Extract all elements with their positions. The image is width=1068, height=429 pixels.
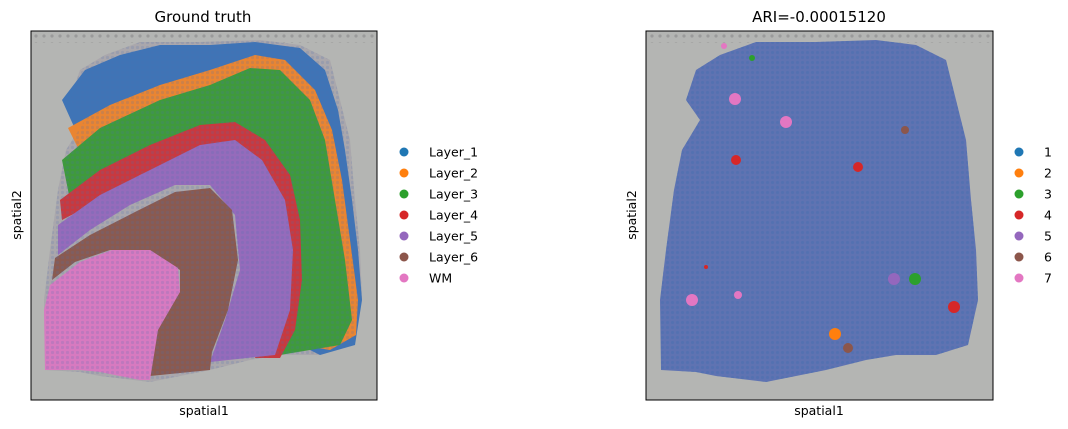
legend-marker bbox=[1014, 210, 1024, 220]
legend-label: 3 bbox=[1044, 187, 1052, 202]
panel-ground-truth: Ground truth spatial1 spatial2 Layer_1La… bbox=[9, 8, 478, 418]
tissue-image bbox=[646, 31, 993, 400]
legend-marker bbox=[1014, 231, 1024, 241]
legend-label: Layer_3 bbox=[429, 187, 478, 202]
scattered-clusters bbox=[686, 43, 960, 353]
chart-title: Ground truth bbox=[155, 8, 252, 26]
legend-marker bbox=[399, 231, 409, 241]
legend-label: 6 bbox=[1044, 250, 1052, 265]
legend-marker bbox=[399, 189, 409, 199]
x-axis-label: spatial1 bbox=[179, 403, 229, 418]
legend-label: 1 bbox=[1044, 145, 1052, 160]
x-axis-label: spatial1 bbox=[794, 403, 844, 418]
legend-label: Layer_5 bbox=[429, 229, 478, 244]
legend-label: Layer_2 bbox=[429, 166, 478, 181]
legend: Layer_1 Layer_2 Layer_3 Layer_4 Layer_5 Layer… bbox=[399, 145, 478, 286]
legend-marker bbox=[1014, 189, 1024, 199]
spot-layers bbox=[44, 40, 362, 382]
legend-marker bbox=[399, 147, 409, 157]
legend-label: 4 bbox=[1044, 208, 1052, 223]
legend: 1 2 3 4 5 6 7 bbox=[1014, 145, 1052, 286]
y-axis-label: spatial2 bbox=[9, 190, 24, 240]
legend-label: Layer_6 bbox=[429, 250, 478, 265]
y-axis-label: spatial2 bbox=[624, 190, 639, 240]
legend-marker bbox=[1014, 273, 1024, 283]
chart-title: ARI=-0.00015120 bbox=[752, 8, 886, 26]
legend-label: Layer_4 bbox=[429, 208, 478, 223]
panel-prediction: ARI=-0.00015120 spatial1 spatia bbox=[624, 8, 1052, 418]
legend-label: 2 bbox=[1044, 166, 1052, 181]
legend-marker bbox=[399, 273, 409, 283]
legend-marker bbox=[399, 168, 409, 178]
legend-marker bbox=[399, 210, 409, 220]
axes-frame bbox=[30, 30, 378, 401]
legend-label: 5 bbox=[1044, 229, 1052, 244]
legend-marker bbox=[1014, 252, 1024, 262]
legend-marker bbox=[1014, 168, 1024, 178]
legend-label: 7 bbox=[1044, 271, 1052, 286]
legend-label: Layer_1 bbox=[429, 145, 478, 160]
legend-marker bbox=[1014, 147, 1024, 157]
legend-label: WM bbox=[429, 271, 452, 286]
legend-marker bbox=[399, 252, 409, 262]
axes-frame bbox=[645, 30, 994, 401]
